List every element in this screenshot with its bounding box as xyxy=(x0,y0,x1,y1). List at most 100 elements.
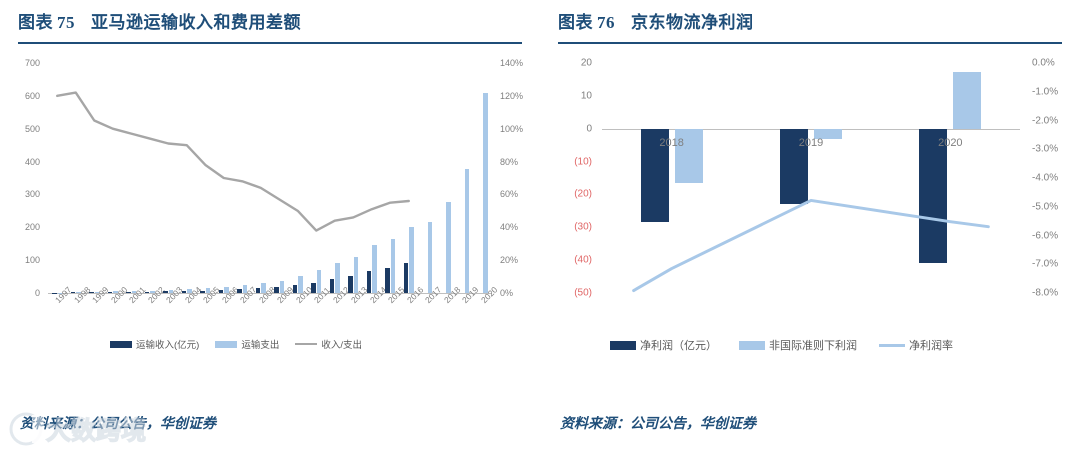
legend-item: 收入/支出 xyxy=(295,337,362,351)
right-axis-tick: -3.0% xyxy=(1032,143,1059,155)
right-axis-tick: 80% xyxy=(500,156,519,167)
left-axis-tick: 300 xyxy=(24,189,40,200)
right-axis-tick: -2.0% xyxy=(1032,115,1059,126)
x-axis-tick: 2005 xyxy=(201,284,222,306)
bar-nongaap-profit xyxy=(953,71,982,129)
exhibit-75-panel: 图表 75 亚马逊运输收入和费用差额 0 100 200 300 400 500 600 700 0… xyxy=(0,13,540,446)
x-axis-tick: 2017 xyxy=(423,284,444,306)
legend-item: 运输收入(亿元) xyxy=(110,337,199,351)
bar-revenue xyxy=(126,292,131,293)
x-axis-tick: 1998 xyxy=(71,284,93,306)
bar-expense xyxy=(390,238,396,293)
right-axis-tick: -7.0% xyxy=(1032,258,1059,270)
exhibit-76-title-text: 京东物流净利润 xyxy=(631,13,754,32)
bar-expense xyxy=(464,169,470,293)
bar-expense xyxy=(483,92,488,293)
right-axis-tick: -1.0% xyxy=(1032,86,1059,98)
left-axis-tick: 100 xyxy=(24,255,40,266)
x-axis-tick: 2002 xyxy=(145,284,167,306)
bar-revenue xyxy=(403,262,409,293)
bar-expense xyxy=(335,263,340,293)
bar-revenue xyxy=(274,286,279,293)
x-axis-tick: 1997 xyxy=(53,284,74,306)
bar-expense xyxy=(187,289,192,293)
left-axis-tick: 400 xyxy=(24,156,40,167)
zero-baseline xyxy=(48,293,492,294)
right-axis-tick: -4.0% xyxy=(1032,172,1059,184)
bar-expense xyxy=(205,288,211,293)
x-axis-tick: 2004 xyxy=(182,284,204,306)
bar-expense xyxy=(94,291,100,293)
left-axis-tick: 600 xyxy=(24,90,40,101)
left-axis-tick: (50) xyxy=(574,287,592,299)
bar-revenue xyxy=(348,275,353,293)
legend-swatch-line xyxy=(295,343,318,345)
right-axis-tick: 40% xyxy=(500,222,519,233)
legend-label: 收入/支出 xyxy=(321,340,362,351)
left-axis-tick: (40) xyxy=(574,254,592,266)
bar-expense xyxy=(224,286,229,293)
legend-label: 净利润率 xyxy=(909,340,953,352)
bar-expense xyxy=(427,221,433,293)
bar-net-profit xyxy=(780,128,808,204)
bar-revenue xyxy=(255,288,261,293)
left-axis-tick: 500 xyxy=(24,123,40,134)
bar-revenue xyxy=(163,291,168,293)
left-axis-tick: (10) xyxy=(574,156,592,168)
legend-swatch-bar xyxy=(215,340,238,348)
left-axis-tick: (30) xyxy=(574,221,592,233)
exhibit-75-number: 75 xyxy=(57,13,75,32)
left-axis-tick: 700 xyxy=(24,58,40,68)
exhibit-75-title-rule xyxy=(18,42,522,44)
legend-item: 非国际准则下利润 xyxy=(739,337,857,353)
bar-revenue xyxy=(89,292,94,293)
bar-expense xyxy=(298,275,303,293)
left-axis-tick: 20 xyxy=(580,57,592,69)
bar-expense xyxy=(372,245,377,293)
right-axis-tick: 100% xyxy=(500,123,524,134)
left-axis-tick: 0 xyxy=(586,123,592,135)
bar-expense xyxy=(409,227,414,293)
jd-logistics-profit-chart: 20 10 0 (10) (20) (30) (40) (50) 0.0% -1.0% -2.0% -… xyxy=(540,55,1080,355)
amazon-shipping-chart: 0 100 200 300 400 500 600 700 0% 20% 40% 60% 80% 100%… xyxy=(0,55,540,355)
legend-item: 净利润（亿元） xyxy=(610,337,717,353)
right-axis-tick: 140% xyxy=(500,58,524,68)
x-axis-category: 2018 xyxy=(659,136,684,149)
bar-revenue xyxy=(292,284,298,293)
bar-revenue xyxy=(237,289,242,293)
legend-swatch-line xyxy=(879,343,905,347)
exhibit-76-number: 76 xyxy=(597,13,615,32)
legend-label: 非国际准则下利润 xyxy=(769,340,857,352)
right-axis-tick: 0% xyxy=(500,288,514,298)
bar-revenue xyxy=(70,292,76,294)
right-axis-tick: 20% xyxy=(500,255,519,266)
legend-item: 运输支出 xyxy=(215,337,279,351)
exhibit-76-title: 图表 76 京东物流净利润 xyxy=(558,8,754,33)
legend-swatch-bar xyxy=(610,340,636,350)
exhibit-75-label: 图表 xyxy=(18,13,53,32)
legend-label: 运输收入(亿元) xyxy=(136,340,200,351)
left-axis-tick: 0 xyxy=(34,288,40,298)
bar-expense xyxy=(279,280,285,293)
bar-expense xyxy=(316,270,322,293)
bar-revenue xyxy=(218,290,224,293)
right-axis-tick: -5.0% xyxy=(1032,201,1059,213)
x-axis-tick: 2019 xyxy=(460,284,481,306)
bar-revenue xyxy=(385,268,390,293)
bar-net-profit xyxy=(919,128,948,264)
bar-expense xyxy=(113,291,118,293)
exhibit-76-title-rule xyxy=(558,42,1062,44)
x-axis-category: 2020 xyxy=(938,136,963,149)
bar-expense xyxy=(76,292,81,294)
bar-revenue xyxy=(311,282,316,293)
x-axis-tick: 2006 xyxy=(219,284,241,306)
legend-label: 运输支出 xyxy=(241,340,280,351)
right-axis-tick: 60% xyxy=(500,189,519,200)
amazon-chart-legend: 运输收入(亿元) 运输支出 收入/支出 xyxy=(110,337,362,351)
bar-expense xyxy=(131,291,137,293)
legend-item: 净利润率 xyxy=(879,337,953,353)
x-axis-tick: 1999 xyxy=(90,284,111,306)
x-axis-tick: 2020 xyxy=(478,284,500,306)
bar-expense xyxy=(168,290,174,293)
